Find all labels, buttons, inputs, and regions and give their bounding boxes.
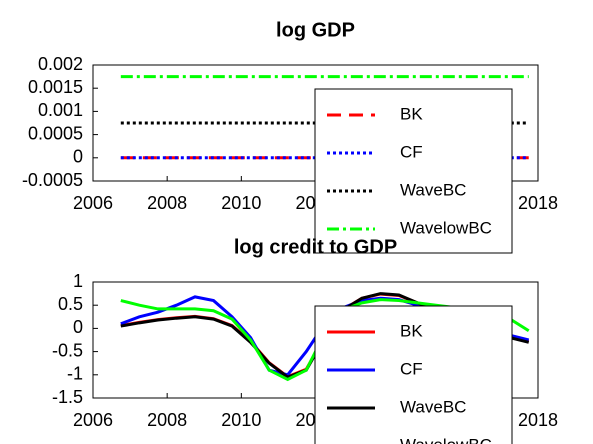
legend-label: BK <box>400 321 423 340</box>
y-tick-label: 0.002 <box>38 54 83 74</box>
x-tick-label: 2008 <box>147 193 187 213</box>
y-tick-label: -0.0005 <box>22 170 83 190</box>
y-tick-label: 0.0005 <box>28 123 83 143</box>
y-tick-label: -1 <box>67 364 83 384</box>
x-tick-label: 2006 <box>73 410 113 430</box>
legend-label: WavelowBC <box>400 435 492 444</box>
y-tick-label: 0.5 <box>58 294 83 314</box>
x-tick-label: 2018 <box>518 410 558 430</box>
y-tick-label: 0.001 <box>38 100 83 120</box>
legend-box <box>314 305 513 444</box>
x-tick-label: 2010 <box>221 410 261 430</box>
legend-label: BK <box>400 104 423 123</box>
legend-label: CF <box>400 359 423 378</box>
legend-label: CF <box>400 142 423 161</box>
chart-title: log GDP <box>276 19 355 41</box>
x-tick-label: 2006 <box>73 193 113 213</box>
x-tick-label: 2008 <box>147 410 187 430</box>
legend-label: WavelowBC <box>400 218 492 237</box>
y-tick-label: 0 <box>73 147 83 167</box>
x-tick-label: 2010 <box>221 193 261 213</box>
legend-label: WaveBC <box>400 180 466 199</box>
y-tick-label: 0.0015 <box>28 77 83 97</box>
y-tick-label: -1.5 <box>52 387 83 407</box>
x-tick-label: 2018 <box>518 193 558 213</box>
legend-label: WaveBC <box>400 397 466 416</box>
y-tick-label: 1 <box>73 271 83 291</box>
y-tick-label: -0.5 <box>52 340 83 360</box>
chart-title: log credit to GDP <box>234 236 397 258</box>
y-tick-label: 0 <box>73 317 83 337</box>
legend-box <box>314 88 513 254</box>
